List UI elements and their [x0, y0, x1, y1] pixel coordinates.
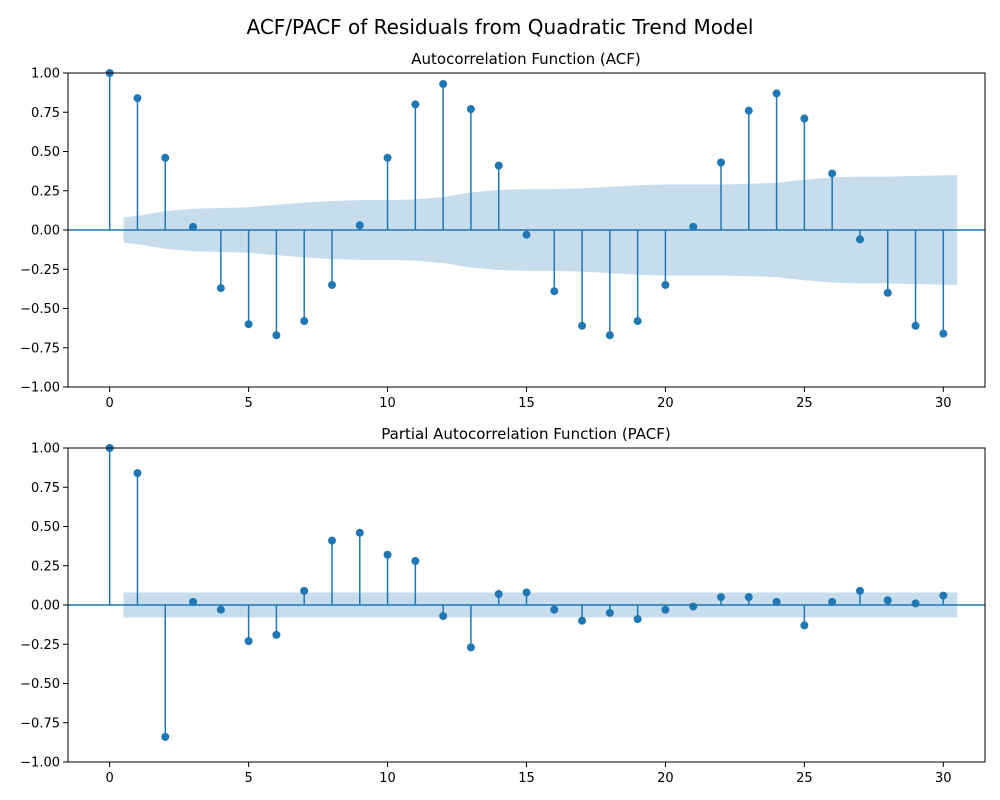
pacf-point-lag-5: [244, 637, 253, 646]
pacf-xtick-label-0: 0: [106, 771, 114, 786]
pacf-ytick-label-1: −0.75: [20, 716, 60, 731]
acf-xtick-label-30: 30: [935, 396, 952, 411]
figure-title: ACF/PACF of Residuals from Quadratic Tre…: [247, 15, 754, 39]
acf-xtick-label-5: 5: [244, 396, 252, 411]
pacf-point-lag-16: [550, 605, 559, 614]
acf-point-lag-18: [605, 331, 614, 340]
pacf-point-lag-6: [272, 630, 281, 639]
pacf-ytick-label-5: 0.25: [31, 559, 60, 574]
pacf-xtick-label-30: 30: [935, 771, 952, 786]
pacf-xtick-label-25: 25: [796, 771, 813, 786]
acf-point-lag-4: [216, 284, 225, 293]
pacf-axes: Partial Autocorrelation Function (PACF) …: [20, 425, 986, 786]
pacf-point-lag-15: [522, 588, 531, 597]
pacf-point-lag-28: [883, 596, 892, 605]
acf-point-lag-7: [300, 317, 309, 326]
acf-point-lag-16: [550, 287, 559, 296]
acf-point-lag-22: [717, 158, 726, 167]
acf-point-lag-21: [689, 222, 698, 231]
pacf-ytick-label-3: −0.25: [20, 638, 60, 653]
acf-axes: Autocorrelation Function (ACF) 0 5 10 15 20 2…: [20, 50, 986, 411]
acf-point-lag-3: [189, 222, 198, 231]
acf-ytick-label-5: 0.25: [31, 184, 60, 199]
pacf-point-lag-11: [411, 557, 420, 566]
acf-ytick-label-4: 0.00: [31, 224, 60, 239]
pacf-point-lag-13: [466, 643, 475, 652]
acf-xtick-label-15: 15: [518, 396, 535, 411]
acf-point-lag-8: [327, 280, 336, 289]
pacf-ytick-label-0: −1.00: [20, 756, 60, 771]
acf-ytick-label-3: −0.25: [20, 263, 60, 278]
acf-point-lag-29: [911, 321, 920, 330]
acf-point-lag-24: [772, 89, 781, 98]
acf-point-lag-5: [244, 320, 253, 329]
pacf-point-lag-21: [689, 602, 698, 611]
acf-point-lag-15: [522, 230, 531, 239]
acf-point-lag-27: [855, 235, 864, 244]
pacf-point-lag-7: [300, 586, 309, 595]
pacf-point-lag-20: [661, 605, 670, 614]
pacf-ytick-label-6: 0.50: [31, 520, 60, 535]
pacf-point-lag-24: [772, 597, 781, 606]
pacf-ytick-label-8: 1.00: [31, 442, 60, 457]
acf-point-lag-9: [355, 221, 364, 230]
acf-point-lag-28: [883, 288, 892, 297]
acf-point-lag-26: [828, 169, 837, 178]
pacf-point-lag-30: [939, 591, 948, 600]
pacf-point-lag-25: [800, 621, 809, 630]
pacf-point-lag-2: [161, 732, 170, 741]
pacf-point-lag-22: [717, 593, 726, 602]
acf-point-lag-1: [133, 94, 142, 103]
acf-point-lag-13: [466, 105, 475, 114]
acf-point-lag-14: [494, 161, 503, 170]
pacf-point-lag-27: [855, 586, 864, 595]
pacf-point-lag-18: [605, 608, 614, 617]
pacf-point-lag-14: [494, 590, 503, 599]
pacf-point-lag-8: [327, 536, 336, 545]
pacf-point-lag-29: [911, 599, 920, 608]
pacf-point-lag-9: [355, 528, 364, 537]
acf-point-lag-25: [800, 114, 809, 123]
pacf-point-lag-12: [439, 611, 448, 620]
pacf-point-lag-1: [133, 469, 142, 478]
acf-ytick-label-1: −0.75: [20, 341, 60, 356]
pacf-point-lag-10: [383, 550, 392, 559]
pacf-point-lag-23: [744, 593, 753, 602]
acf-xtick-label-20: 20: [657, 396, 674, 411]
pacf-xtick-label-15: 15: [518, 771, 535, 786]
acf-ytick-label-2: −0.50: [20, 302, 60, 317]
pacf-point-lag-3: [189, 597, 198, 606]
pacf-point-lag-4: [216, 605, 225, 614]
acf-point-lag-23: [744, 106, 753, 115]
acf-point-lag-17: [578, 321, 587, 330]
pacf-title: Partial Autocorrelation Function (PACF): [381, 425, 670, 443]
acf-point-lag-10: [383, 153, 392, 162]
pacf-point-lag-26: [828, 597, 837, 606]
acf-title: Autocorrelation Function (ACF): [411, 50, 640, 68]
pacf-xtick-label-10: 10: [379, 771, 396, 786]
acf-xtick-label-0: 0: [106, 396, 114, 411]
pacf-point-lag-17: [578, 616, 587, 625]
acf-point-lag-12: [439, 79, 448, 88]
acf-point-lag-20: [661, 280, 670, 289]
acf-ytick-label-8: 1.00: [31, 67, 60, 82]
acf-point-lag-19: [633, 317, 642, 326]
pacf-xtick-label-5: 5: [244, 771, 252, 786]
pacf-xtick-label-20: 20: [657, 771, 674, 786]
acf-ytick-label-7: 0.75: [31, 106, 60, 121]
acf-point-lag-2: [161, 153, 170, 162]
acf-point-lag-11: [411, 100, 420, 109]
acf-xtick-label-10: 10: [379, 396, 396, 411]
pacf-ytick-label-4: 0.00: [31, 599, 60, 614]
pacf-ytick-label-7: 0.75: [31, 481, 60, 496]
pacf-point-lag-19: [633, 615, 642, 624]
acf-ytick-label-6: 0.50: [31, 145, 60, 160]
pacf-ytick-label-2: −0.50: [20, 677, 60, 692]
acf-point-lag-30: [939, 329, 948, 338]
acf-xtick-label-25: 25: [796, 396, 813, 411]
acf-ytick-label-0: −1.00: [20, 381, 60, 396]
acf-point-lag-6: [272, 331, 281, 340]
